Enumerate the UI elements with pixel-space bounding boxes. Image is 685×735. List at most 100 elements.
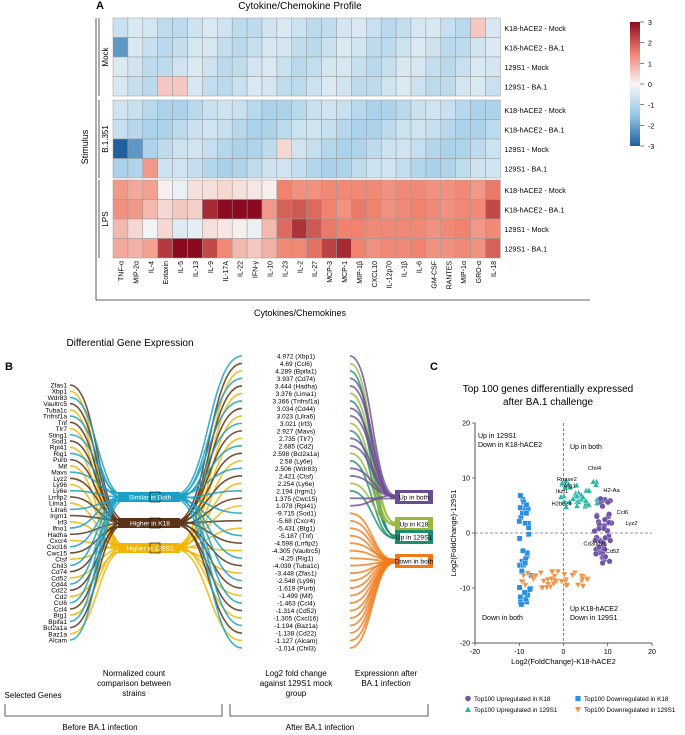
gene-label: Ctsf	[55, 557, 67, 564]
heatmap-cell	[276, 158, 293, 179]
heatmap-cell	[470, 199, 486, 220]
heatmap-cell	[336, 158, 352, 179]
heatmap-cell	[366, 138, 382, 159]
heatmap-cell	[276, 17, 293, 38]
point-up-129	[566, 498, 573, 505]
point-up-k18	[592, 537, 599, 543]
bracket-before	[4, 704, 223, 717]
point-up-k18	[599, 503, 606, 510]
heatmap-cell	[485, 218, 501, 239]
heatmap-group-label: LPS	[101, 211, 110, 226]
heatmap-cell	[142, 138, 158, 159]
heatmap-cell	[127, 199, 144, 220]
point-down-k18	[526, 586, 533, 593]
gene-label: Tnf	[57, 420, 67, 427]
heatmap-cell	[217, 76, 233, 97]
sankey-middle-label: Similar in Both	[129, 495, 172, 502]
heatmap-cell	[276, 56, 293, 77]
heatmap-cell	[440, 158, 456, 179]
heatmap-cell	[366, 238, 382, 259]
heatmap-cell	[470, 99, 486, 120]
heatmap-cell	[261, 218, 278, 239]
heatmap-cell	[336, 199, 352, 220]
gene-label: Rpl41	[50, 445, 68, 452]
heatmap-cell	[336, 119, 352, 140]
point-down-129	[554, 569, 562, 575]
gene-label: Cd2	[55, 594, 67, 601]
heatmap-cell	[172, 37, 188, 58]
heatmap-cell	[231, 119, 248, 140]
heatmap-cell	[410, 17, 427, 38]
heatmap-cell	[470, 56, 486, 77]
heatmap-cell	[246, 17, 263, 38]
fold-change-label: 2.58 (Ly6e)	[279, 458, 312, 465]
point-down-129	[544, 581, 552, 588]
heatmap-cell	[485, 138, 501, 159]
heatmap-cell	[440, 138, 456, 159]
sankey-link	[69, 549, 126, 635]
heatmap-cell	[112, 218, 129, 239]
heatmap-cell	[455, 138, 471, 159]
x-tick-label: -20	[470, 649, 480, 656]
heatmap-cell	[410, 199, 427, 220]
point-down-129	[579, 575, 586, 582]
legend-label: Top100 Upregulated in K18	[474, 696, 551, 703]
heatmap-cell	[231, 17, 248, 38]
heatmap-cell	[321, 199, 337, 220]
heatmap-cell	[366, 56, 382, 77]
gene-label: Baz1a	[48, 631, 67, 638]
node-marker	[149, 542, 161, 554]
heatmap-cell	[157, 138, 173, 159]
heatmap-cell	[485, 119, 501, 140]
panel-label-c: C	[430, 361, 438, 373]
colorbar-tick-label: 1	[648, 61, 652, 68]
heatmap-cell	[410, 56, 427, 77]
heatmap-cell	[217, 138, 233, 159]
heatmap-cell	[425, 238, 442, 259]
heatmap-cell	[217, 119, 233, 140]
heatmap-cell	[276, 199, 293, 220]
heatmap-cell	[321, 17, 337, 38]
scatter-title-2: after BA.1 challenge	[503, 397, 593, 408]
y-tick-label: 10	[462, 476, 470, 483]
point-down-129	[532, 573, 539, 580]
sankey-link	[174, 524, 243, 612]
heatmap-cell	[187, 119, 203, 140]
heatmap-row-label: 129S1 - Mock	[504, 145, 549, 154]
sankey-right-label: Down in both	[395, 559, 434, 566]
heatmap-cell	[321, 179, 337, 200]
heatmap-cell	[142, 56, 158, 77]
sankey-link	[174, 400, 243, 497]
heatmap-cell	[336, 218, 352, 239]
sankey-diagram: Zfas1Xbp1Wdr83Vaultrc5Tuba1cTnfrsf1aTnfT…	[43, 354, 434, 653]
heatmap-row-label: 129S1 - Mock	[504, 63, 549, 72]
heatmap-cell	[202, 179, 218, 200]
point-up-129	[590, 478, 597, 485]
heatmap-cell	[470, 119, 486, 140]
gene-label: Ccl4	[54, 606, 68, 613]
heatmap-cell	[366, 37, 382, 58]
sankey-right-box	[400, 520, 428, 528]
point-up-k18	[604, 499, 611, 506]
colorbar-gradient	[630, 22, 640, 146]
heatmap-cell	[246, 138, 263, 159]
heatmap-cell	[455, 119, 471, 140]
legend-label: Top100 Downregulated in 129S1	[584, 707, 676, 714]
fold-change-label: -4.305 (Vaultrc5)	[272, 548, 321, 555]
quadrant-label-tl: Down in K18-hACE2	[478, 442, 542, 449]
heatmap-cell	[336, 37, 352, 58]
heatmap-cell	[157, 37, 173, 58]
heatmap-cell	[276, 179, 293, 200]
heatmap-cell	[187, 138, 203, 159]
heatmap-cell	[366, 199, 382, 220]
point-down-129	[569, 572, 576, 579]
heatmap-cell	[470, 218, 486, 239]
heatmap-x-title: Cytokines/Chemokines	[254, 308, 347, 318]
heatmap-cell	[291, 218, 307, 239]
point-up-129	[558, 479, 566, 486]
point-annotation: Cd3002c	[583, 542, 606, 548]
heatmap-cell	[395, 17, 412, 38]
point-up-k18	[602, 534, 609, 541]
point-down-k18	[516, 518, 523, 525]
heatmap-cell	[440, 56, 456, 77]
